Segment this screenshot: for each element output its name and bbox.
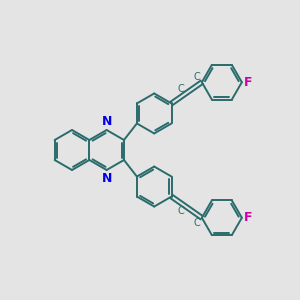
Text: C: C: [177, 84, 184, 94]
Text: N: N: [101, 115, 112, 128]
Text: C: C: [177, 206, 184, 216]
Text: C: C: [194, 72, 201, 82]
Text: N: N: [101, 172, 112, 185]
Text: F: F: [244, 76, 252, 89]
Text: C: C: [194, 218, 201, 228]
Text: F: F: [244, 211, 252, 224]
